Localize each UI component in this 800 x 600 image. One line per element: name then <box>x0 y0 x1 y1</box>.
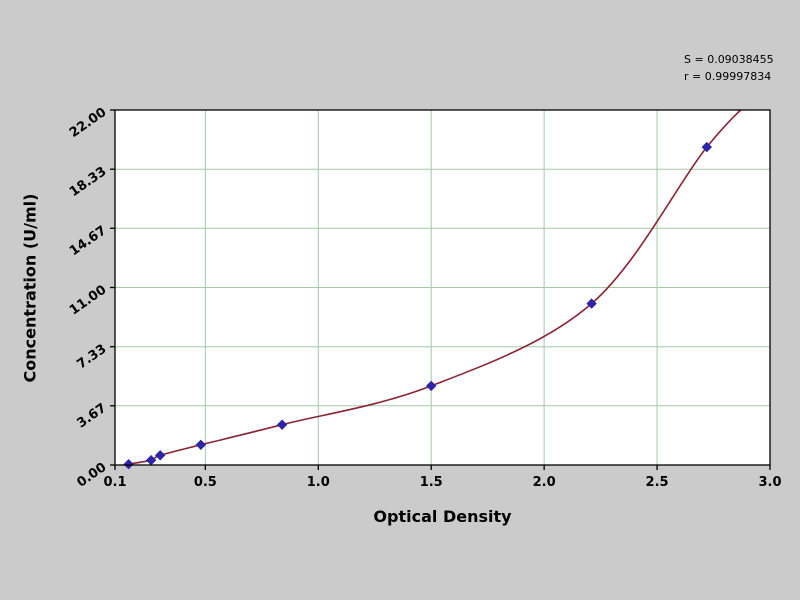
stat-correlation: r = 0.99997834 <box>684 69 772 83</box>
y-tick-label: 22.00 <box>67 105 109 141</box>
data-point-marker <box>195 439 206 450</box>
x-tick-label: 3.0 <box>758 475 781 490</box>
y-tick-label: 11.00 <box>67 282 109 318</box>
x-tick-label: 2.0 <box>533 475 556 490</box>
data-point-marker <box>586 298 597 309</box>
data-point-marker <box>276 419 288 430</box>
y-tick-label: 14.67 <box>67 223 109 259</box>
x-tick-label: 0.1 <box>103 475 126 490</box>
stat-standard-error: S = 0.09038455 <box>684 53 774 66</box>
y-axis-title: Concentration (U/ml) <box>20 193 40 383</box>
data-point-marker <box>701 141 712 153</box>
y-tick-label: 3.67 <box>74 401 109 432</box>
x-axis-title: Optical Density <box>373 507 512 526</box>
y-tick-label: 18.33 <box>67 164 109 200</box>
data-point-marker <box>145 455 157 466</box>
data-point-marker <box>123 459 134 470</box>
x-tick-label: 0.5 <box>194 475 217 490</box>
y-tick-label: 7.33 <box>74 342 109 373</box>
x-tick-label: 1.5 <box>420 475 443 490</box>
data-point-marker <box>155 450 166 461</box>
x-tick-label: 1.0 <box>307 475 330 490</box>
x-tick-label: 2.5 <box>646 475 669 490</box>
fit-statistics: S = 0.09038455 r = 0.99997834 <box>684 52 774 85</box>
data-point-marker <box>426 380 437 392</box>
